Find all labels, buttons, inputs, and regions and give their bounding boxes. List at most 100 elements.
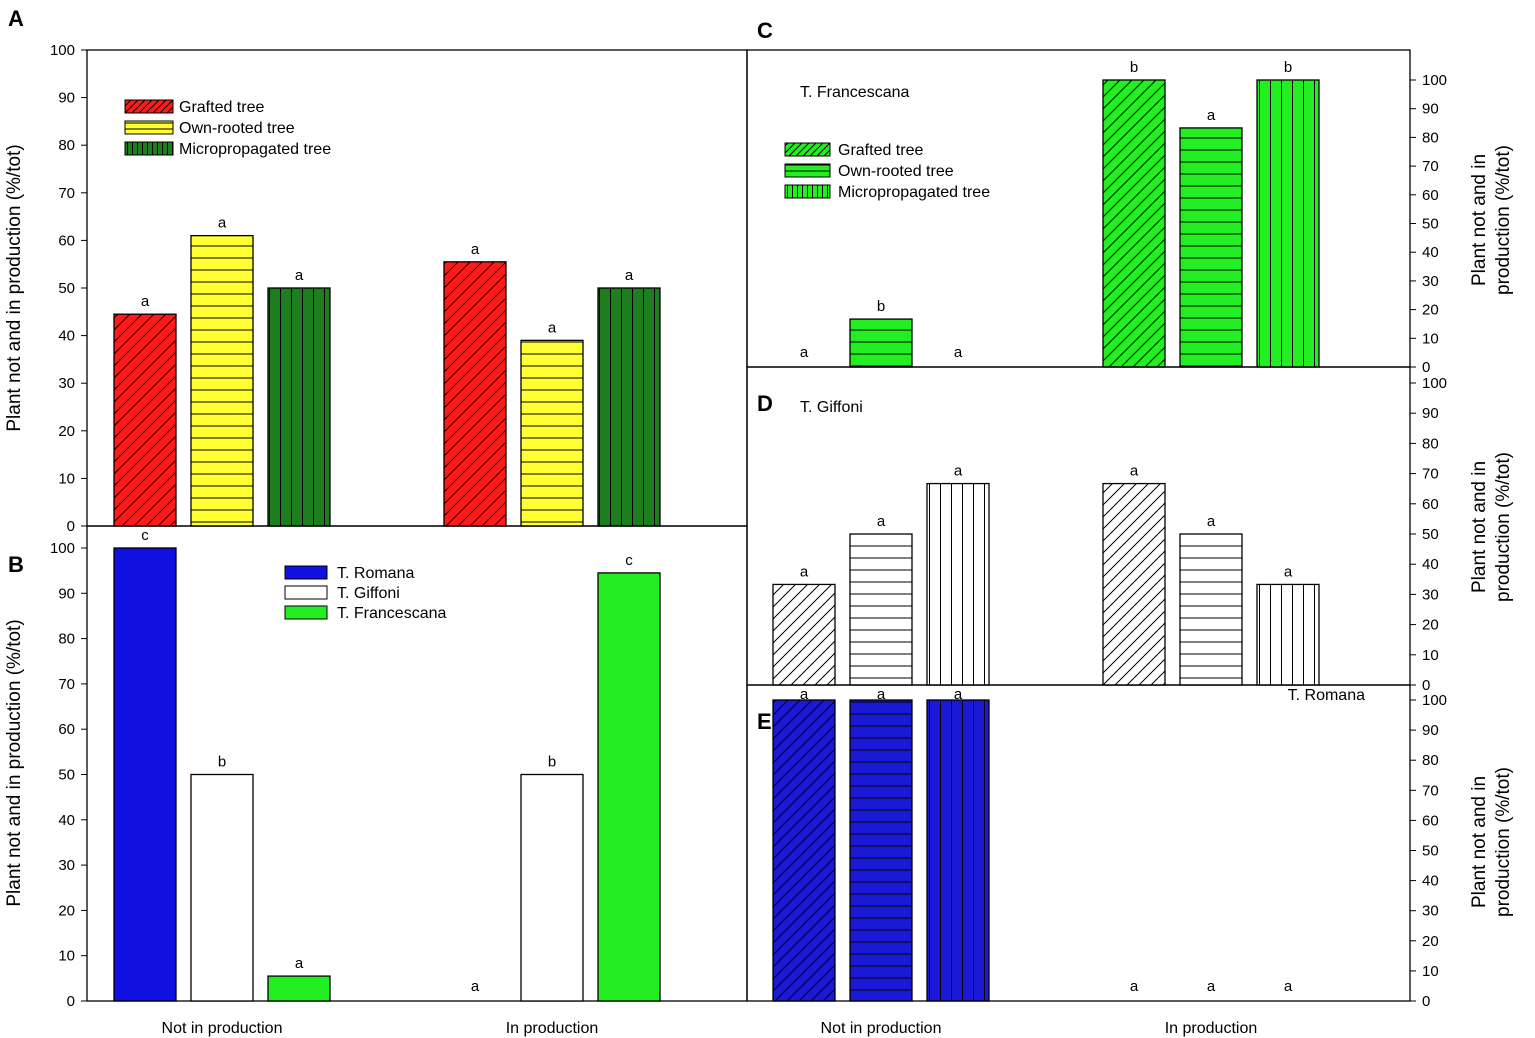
- legend-label: Grafted tree: [179, 99, 264, 116]
- y-tick-label: 40: [58, 328, 75, 345]
- legend-label: Micropropagated tree: [838, 184, 990, 201]
- panel-d: D 0 10 20 30 40 50 60 70 80 90 100 Plant not and in p…: [746, 366, 1514, 694]
- y-axis-label: Plant not and in production (%/tot): [1469, 767, 1514, 917]
- y-tick-label: 100: [50, 42, 75, 59]
- y-tick-label: 0: [1422, 359, 1430, 376]
- bar-outline: [267, 975, 331, 1002]
- y-tick-label: 70: [58, 185, 75, 202]
- bar: [268, 976, 330, 1001]
- significance-letter: a: [1130, 978, 1139, 995]
- y-tick-label: 0: [67, 518, 75, 535]
- y-tick-label: 10: [1422, 647, 1439, 664]
- legend-swatch-outline: [124, 120, 174, 135]
- significance-letter: a: [954, 344, 963, 361]
- y-tick-label: 50: [1422, 526, 1439, 543]
- significance-letter: a: [548, 319, 557, 336]
- y-tick-label: 60: [1422, 812, 1439, 829]
- y-tick-label: 60: [58, 232, 75, 249]
- legend-swatch: [285, 586, 327, 599]
- significance-letter: a: [800, 344, 809, 361]
- significance-letter: c: [625, 552, 633, 569]
- panel-b: B 0 10 20 30 40 50 60 70 80 90 100 Plant not and in …: [4, 525, 748, 1037]
- panel-label: B: [8, 552, 24, 577]
- panel-title: T. Francescana: [800, 84, 909, 101]
- significance-letter: c: [141, 527, 149, 544]
- y-tick-label: 70: [1422, 158, 1439, 175]
- significance-letter: a: [1207, 978, 1216, 995]
- bar-hatch: [773, 584, 835, 685]
- bar-hatch: [444, 261, 506, 526]
- bar-hatch: [1180, 534, 1242, 685]
- legend-label: Own-rooted tree: [179, 120, 295, 137]
- panel-e: E 0 10 20 30 40 50 60 70 80 90 100 Plant not and in p…: [746, 684, 1514, 1037]
- x-category-label: Not in production: [162, 1020, 283, 1037]
- y-tick-label: 10: [58, 948, 75, 965]
- significance-letter: a: [471, 241, 480, 258]
- legend-label: T. Romana: [337, 565, 414, 582]
- legend-label: T. Giffoni: [337, 585, 400, 602]
- legend-swatch: [285, 566, 327, 579]
- legend-label: T. Francescana: [337, 605, 446, 622]
- legend-swatch-outline: [284, 585, 328, 600]
- legend-swatch-hatch: [785, 185, 830, 198]
- y-tick-label: 90: [1422, 405, 1439, 422]
- legend-label: Own-rooted tree: [838, 163, 954, 180]
- y-tick-label: 20: [58, 423, 75, 440]
- x-category-label: Not in production: [821, 1020, 942, 1037]
- bar-outline: [190, 773, 254, 1002]
- significance-letter: a: [471, 978, 480, 995]
- legend-swatch-outline: [124, 99, 174, 114]
- y-axis-label: Plant not and in production (%/tot): [1469, 145, 1514, 295]
- panel-label: E: [757, 709, 772, 734]
- y-tick-label: 30: [1422, 586, 1439, 603]
- y-tick-label: 100: [1422, 692, 1447, 709]
- bar-hatch: [850, 700, 912, 1001]
- y-tick-label: 100: [1422, 72, 1447, 89]
- significance-letter: b: [218, 754, 226, 771]
- significance-letter: a: [954, 686, 963, 703]
- significance-letter: b: [1284, 59, 1292, 76]
- bar-hatch: [191, 235, 253, 526]
- significance-letter: a: [295, 267, 304, 284]
- y-tick-label: 20: [1422, 617, 1439, 634]
- bar-hatch: [1257, 584, 1319, 685]
- bar: [521, 774, 583, 1001]
- y-tick-label: 20: [1422, 933, 1439, 950]
- significance-letter: a: [1284, 563, 1293, 580]
- plot-frame: [746, 684, 1411, 1002]
- bar-hatch: [773, 700, 835, 1001]
- significance-letter: a: [800, 686, 809, 703]
- y-tick-label: 80: [58, 631, 75, 648]
- y-tick-label: 100: [1422, 375, 1447, 392]
- panel-title: T. Romana: [1288, 687, 1365, 704]
- significance-letter: a: [141, 293, 150, 310]
- significance-letter: b: [548, 754, 556, 771]
- y-tick-label: 50: [1422, 843, 1439, 860]
- y-tick-label: 0: [1422, 677, 1430, 694]
- bar-outline: [849, 699, 913, 1002]
- significance-letter: b: [1130, 59, 1138, 76]
- significance-letter: a: [1284, 978, 1293, 995]
- significance-letter: a: [1207, 107, 1216, 124]
- y-tick-label: 90: [1422, 101, 1439, 118]
- legend-swatch-hatch: [125, 100, 173, 113]
- y-tick-label: 70: [1422, 466, 1439, 483]
- panel-label: D: [757, 391, 773, 416]
- y-tick-label: 90: [1422, 722, 1439, 739]
- legend: Grafted tree Own-rooted tree Micropropagat…: [784, 142, 990, 201]
- y-tick-label: 50: [1422, 216, 1439, 233]
- bar-outline: [597, 572, 661, 1002]
- legend-swatch-hatch: [125, 121, 173, 134]
- legend-label: Grafted tree: [838, 142, 923, 159]
- y-axis-label: Plant not and in production (%/tot): [4, 144, 25, 431]
- legend-swatch-outline: [284, 565, 328, 580]
- panel-c: C 0 10 20 30 40 50 60 70 80 90 100 Plant not and in p…: [746, 18, 1514, 376]
- panel-label: C: [757, 18, 773, 43]
- legend-label: Micropropagated tree: [179, 141, 331, 158]
- bar-hatch: [268, 288, 330, 526]
- y-tick-label: 100: [50, 540, 75, 557]
- bar-hatch: [927, 483, 989, 685]
- significance-letter: b: [877, 298, 885, 315]
- legend-swatch-hatch: [785, 143, 830, 156]
